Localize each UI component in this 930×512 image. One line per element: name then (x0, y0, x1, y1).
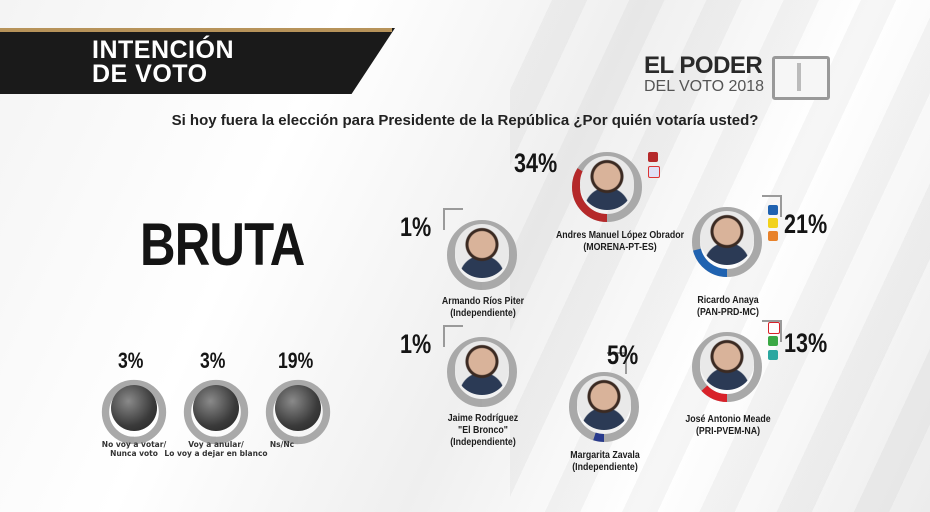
page-title-line1: INTENCIÓN (92, 36, 234, 64)
candidate-party: (PAN-PRD-MC) (697, 307, 759, 318)
page-title: INTENCIÓN DE VOTO (92, 36, 234, 88)
ring-arc (692, 332, 762, 402)
candidate-photo (580, 156, 634, 210)
logo-line1: EL PODER (644, 52, 763, 79)
option-label-line1: Ns/Nc (269, 440, 295, 449)
candidate-photo (455, 224, 509, 278)
candidate-nickname: "El Bronco" (458, 425, 508, 436)
candidate-party: (PRI-PVEM-NA) (695, 426, 761, 437)
candidate-name-text: Andres Manuel López Obrador (555, 230, 685, 241)
ring-arc (183, 379, 249, 445)
option-label-line2: Lo voy a dejar en blanco (164, 449, 268, 458)
survey-question: Si hoy fuera la elección para Presidente… (171, 112, 759, 129)
candidate-photo (455, 341, 509, 395)
candidate-name: Andres Manuel López Obrador (MORENA-PT-E… (541, 230, 699, 254)
option-pct: 19% (278, 348, 314, 373)
title-banner-accent (0, 28, 392, 32)
pct-bracket (762, 195, 782, 217)
page-title-line2: DE VOTO (92, 60, 208, 88)
candidate-pct: 5% (607, 340, 639, 370)
candidate-name: Margarita Zavala (Independiente) (526, 450, 684, 474)
party-logo-na (768, 350, 778, 360)
candidate-name: Ricardo Anaya (PAN-PRD-MC) (649, 295, 807, 319)
title-banner (0, 28, 395, 94)
candidate-pct: 1% (400, 329, 432, 359)
option-icon (111, 385, 157, 431)
candidate-photo (577, 376, 631, 430)
candidate-pct: 1% (400, 212, 432, 242)
option-label: No voy a votar/ Nunca voto (64, 440, 204, 458)
ring-arc (447, 220, 517, 290)
candidate-name: José Antonio Meade (PRI-PVEM-NA) (649, 414, 807, 438)
option-pct: 3% (200, 348, 226, 373)
option-icon (275, 385, 321, 431)
option-label: Voy a anular/ Lo voy a dejar en blanco (146, 440, 286, 458)
option-icon (193, 385, 239, 431)
vote-ring (265, 379, 331, 445)
ballot-box-icon (772, 56, 830, 100)
ring-arc (572, 152, 642, 222)
option-pct: 3% (118, 348, 144, 373)
party-logo-pvem (768, 336, 778, 346)
option-label-line1: Voy a anular/ (188, 440, 244, 449)
logo-line2: DEL VOTO 2018 (644, 78, 765, 95)
ring-arc (101, 379, 167, 445)
party-logo-mc (768, 231, 778, 241)
ring-arc (447, 337, 517, 407)
candidate-pct: 21% (784, 209, 828, 239)
candidate-pct: 34% (514, 148, 558, 178)
section-label: BRUTA (140, 211, 305, 278)
ring-arc (692, 207, 762, 277)
pct-bracket (443, 325, 463, 347)
candidate-name-text: Margarita Zavala (570, 450, 640, 461)
candidate-name-text: Ricardo Anaya (697, 295, 759, 306)
party-logo-prd (768, 218, 778, 228)
candidate-name: Armando Ríos Piter (Independiente) (404, 296, 562, 320)
candidate-name-text: Jaime Rodríguez (447, 413, 519, 424)
program-logo: EL PODER DEL VOTO 2018 (640, 52, 840, 104)
candidate-party: (Independiente) (450, 437, 516, 448)
party-logo-pt (648, 166, 660, 178)
vote-ring (101, 379, 167, 445)
ring-arc (569, 372, 639, 442)
candidate-name-text: José Antonio Meade (685, 414, 771, 425)
party-logo-pri (768, 322, 780, 334)
party-logo-pan (768, 205, 778, 215)
candidate-name: Jaime Rodríguez "El Bronco" (Independien… (404, 413, 562, 449)
option-label-line2: Nunca voto (110, 449, 158, 458)
party-logo-morena (648, 152, 658, 162)
candidate-party: (Independiente) (572, 462, 638, 473)
ring-arc (265, 379, 331, 445)
candidate-photo (700, 336, 754, 390)
candidate-party: (Independiente) (450, 308, 516, 319)
option-label: Ns/Nc (212, 440, 352, 449)
candidate-photo (700, 211, 754, 265)
pct-bracket (443, 208, 463, 230)
candidate-name-text: Armando Ríos Piter (441, 296, 525, 307)
pct-bracket (607, 352, 627, 374)
vote-ring (183, 379, 249, 445)
option-label-line1: No voy a votar/ (101, 440, 167, 449)
pct-bracket (762, 320, 782, 342)
candidate-pct: 13% (784, 328, 828, 358)
candidate-party: (MORENA-PT-ES) (583, 242, 657, 253)
